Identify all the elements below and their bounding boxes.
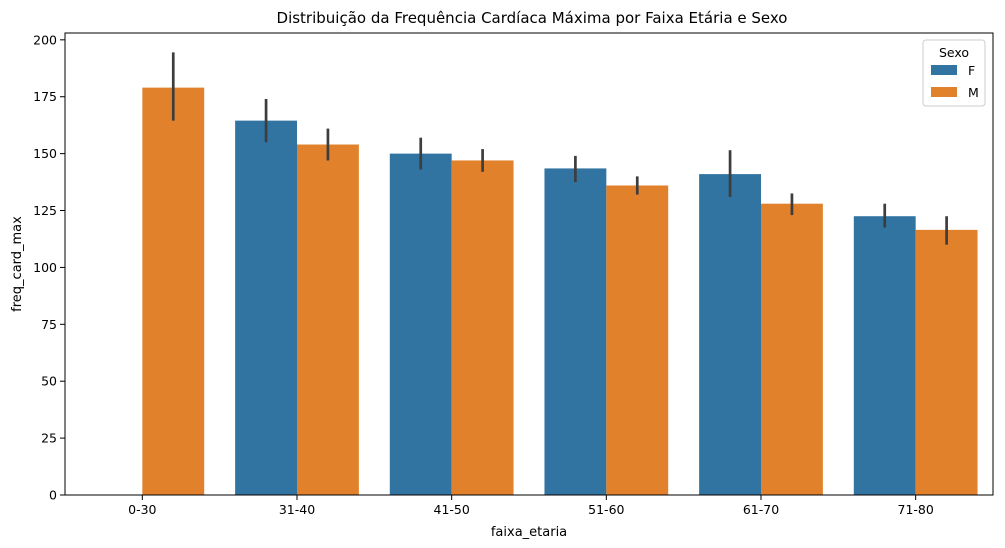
- bar-m-51-60: [606, 185, 669, 495]
- y-tick-label-175: 175: [33, 89, 57, 104]
- y-axis: 0 25 50 75 100 125 150 175 200: [33, 32, 65, 503]
- bar-f-61-70: [699, 174, 761, 495]
- bar-m-31-40: [297, 144, 359, 495]
- y-tick-label-100: 100: [33, 260, 57, 275]
- chart-title: Distribuição da Frequência Cardíaca Máxi…: [277, 9, 788, 27]
- legend-swatch-f: [931, 65, 957, 75]
- y-tick-label-50: 50: [41, 374, 57, 389]
- x-tick-label-41-50: 41-50: [434, 502, 470, 517]
- bar-f-51-60: [544, 168, 607, 495]
- legend-label-m: M: [968, 85, 979, 100]
- x-axis: 0-30 31-40 41-50 51-60 61-70 71-80: [128, 495, 934, 517]
- legend-swatch-m: [931, 87, 957, 97]
- bar-f-71-80: [853, 216, 916, 495]
- y-tick-label-25: 25: [41, 431, 57, 446]
- x-tick-label-71-80: 71-80: [898, 502, 934, 517]
- bar-f-31-40: [235, 120, 297, 495]
- x-tick-label-0-30: 0-30: [128, 502, 156, 517]
- legend-title: Sexo: [939, 45, 969, 60]
- x-axis-label: faixa_etaria: [491, 525, 567, 540]
- y-tick-label-75: 75: [41, 317, 57, 332]
- legend-label-f: F: [968, 63, 975, 78]
- x-tick-label-61-70: 61-70: [743, 502, 779, 517]
- bar-m-0-30: [142, 87, 205, 495]
- y-tick-label-150: 150: [33, 146, 57, 161]
- bar-m-61-70: [761, 203, 823, 496]
- bars-layer: [142, 87, 978, 496]
- y-axis-label: freq_card_max: [10, 216, 25, 312]
- plot-frame: [64, 32, 994, 496]
- y-tick-label-125: 125: [33, 203, 57, 218]
- y-tick-label-0: 0: [49, 488, 57, 503]
- x-tick-label-31-40: 31-40: [279, 502, 315, 517]
- y-tick-label-200: 200: [33, 32, 57, 47]
- errorbars-layer: [171, 52, 948, 245]
- legend: Sexo F M: [922, 39, 986, 107]
- bar-m-41-50: [451, 160, 514, 495]
- bar-f-41-50: [389, 153, 452, 495]
- bar-m-71-80: [915, 229, 978, 496]
- x-tick-label-51-60: 51-60: [588, 502, 624, 517]
